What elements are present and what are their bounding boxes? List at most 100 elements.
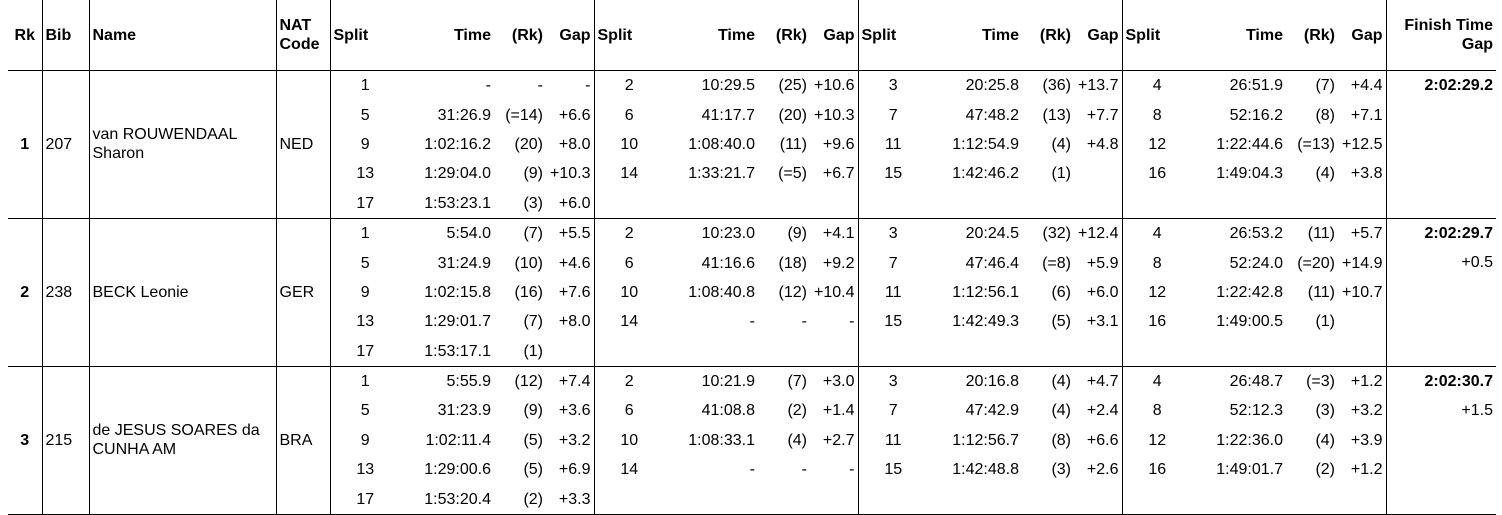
split-time: 31:23.9 — [437, 402, 491, 420]
header-line: Gap — [1461, 36, 1493, 53]
split-rank: (5) — [523, 461, 543, 479]
split-gap: +6.7 — [810, 159, 859, 189]
split-time: 1:22:36.0 — [1216, 431, 1283, 449]
split-time: 41:17.7 — [701, 106, 755, 124]
header-split: Split — [594, 0, 664, 71]
split-number: 5 — [360, 402, 370, 420]
split-time — [928, 188, 1022, 219]
split-gap — [1338, 336, 1387, 367]
split-number — [1122, 188, 1192, 219]
split-number: 1 — [360, 77, 370, 95]
header-split: Split — [858, 0, 928, 71]
header-row: Rk Bib Name NAT Code Split Time (Rk) Gap Split Tim… — [8, 0, 1496, 71]
split-number: 3 — [888, 373, 898, 391]
split-gap: +3.2 — [1338, 396, 1387, 426]
split-gap: +9.6 — [810, 129, 859, 160]
split-gap — [1074, 336, 1123, 367]
split-number: 14 — [620, 165, 639, 183]
split-rank: (=5) — [778, 165, 807, 183]
header-split: Split — [1122, 0, 1192, 71]
split-time: 52:12.3 — [1229, 402, 1283, 420]
split-number — [594, 188, 664, 219]
split-gap: +9.2 — [810, 248, 859, 278]
split-time: 41:08.8 — [701, 402, 755, 420]
split-time: 31:26.9 — [437, 106, 491, 124]
split-row: 9 1:02:15.8 (16) +7.6 10 1:08:40.8 (12) +10.4 11… — [8, 277, 1496, 308]
split-row: 2 238 BECK Leonie GER 1 5:54.0 (7) +5.5 2 10:23.0… — [8, 218, 1496, 367]
split-time: 1:49:04.3 — [1216, 165, 1283, 183]
finish-time: 2:02:29.7 — [1424, 224, 1494, 242]
split-rank — [1022, 188, 1074, 219]
split-row: 17 1:53:17.1 (1) — [8, 336, 1496, 367]
split-number — [594, 336, 664, 367]
split-gap: +3.6 — [546, 396, 595, 426]
split-number — [1122, 336, 1192, 367]
table-body: 1 207 van ROUWENDAAL Sharon NED 1- - -2 10:29.5… — [8, 70, 1496, 515]
split-rank — [1022, 336, 1074, 367]
split-row: 5 31:23.9 (9) +3.6 6 41:08.8 (2) +1.4 7 47:42.9 (4… — [8, 396, 1496, 426]
bib: 215 — [42, 366, 90, 515]
split-rank: (11) — [1307, 225, 1335, 243]
split-time: 1:12:56.1 — [952, 283, 1019, 301]
split-time: 1:02:15.8 — [424, 283, 491, 301]
split-time: 31:24.9 — [437, 254, 491, 272]
split-number: 14 — [620, 461, 639, 479]
split-rank: (6) — [1051, 283, 1071, 301]
split-rank: (9) — [523, 402, 543, 420]
split-number: 14 — [620, 313, 639, 331]
rank: 3 — [8, 366, 43, 515]
split-gap: +2.7 — [810, 425, 859, 456]
nat-code: BRA — [276, 366, 331, 515]
split-number: 12 — [1148, 135, 1167, 153]
split-time: 1:08:40.8 — [688, 283, 755, 301]
split-row: 17 1:53:20.4 (2) +3.3 — [8, 484, 1496, 515]
header-gap: Gap — [1338, 0, 1387, 71]
split-time: 1:12:56.7 — [952, 431, 1019, 449]
split-gap: +4.1 — [810, 218, 859, 249]
finish: 2:02:29.7 +0.5 — [1386, 218, 1496, 367]
split-gap: +5.9 — [1074, 248, 1123, 278]
finish-gap: +1.5 — [1461, 401, 1493, 419]
split-rank: (3) — [1315, 402, 1335, 420]
split-time: 1:49:01.7 — [1216, 461, 1283, 479]
split-rank: (8) — [1315, 106, 1335, 124]
split-number: 15 — [884, 165, 903, 183]
split-number — [858, 336, 928, 367]
split-time — [664, 484, 758, 515]
split-time — [928, 484, 1022, 515]
split-gap: +4.6 — [546, 248, 595, 278]
split-number: 15 — [884, 313, 903, 331]
split-time — [1192, 336, 1286, 367]
split-time: 20:24.5 — [965, 225, 1019, 243]
split-time: 10:21.9 — [701, 373, 755, 391]
split-rank — [1286, 484, 1338, 515]
split-number — [858, 484, 928, 515]
split-number: 12 — [1148, 431, 1167, 449]
split-time — [1192, 484, 1286, 515]
athlete-name: BECK Leonie — [89, 218, 277, 367]
split-number: 8 — [1152, 106, 1162, 124]
split-number: 13 — [356, 313, 375, 331]
header-nat: NAT Code — [276, 0, 331, 71]
finish: 2:02:29.2 — [1386, 70, 1496, 219]
split-time: 1:02:16.2 — [424, 135, 491, 153]
split-rank: (1) — [1315, 313, 1335, 331]
split-rank: (8) — [1051, 431, 1071, 449]
split-rank: (3) — [494, 188, 546, 219]
split-rank: - — [801, 461, 807, 479]
split-rank: (12) — [778, 283, 807, 301]
split-rank: (7) — [787, 373, 807, 391]
split-time: - — [749, 461, 755, 479]
split-time: 47:46.4 — [965, 254, 1019, 272]
split-gap: +1.2 — [1338, 455, 1387, 485]
split-time: 41:16.6 — [701, 254, 755, 272]
header-time: Time — [928, 0, 1022, 71]
results-table: Rk Bib Name NAT Code Split Time (Rk) Gap Split Tim… — [8, 0, 1496, 515]
split-gap: +7.1 — [1338, 100, 1387, 130]
split-gap: +10.3 — [810, 100, 859, 130]
split-gap: +12.5 — [1338, 129, 1387, 160]
split-number — [858, 188, 928, 219]
split-number — [594, 484, 664, 515]
split-time: 20:16.8 — [965, 373, 1019, 391]
